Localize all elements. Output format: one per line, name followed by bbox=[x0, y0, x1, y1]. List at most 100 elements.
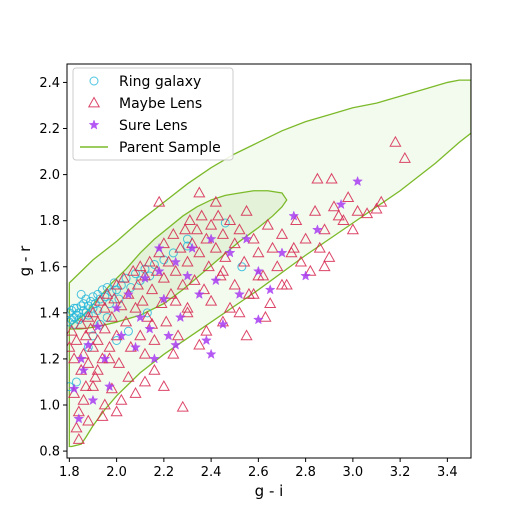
sure-lens-point bbox=[115, 330, 127, 341]
sure-lens-point bbox=[68, 383, 80, 394]
legend-label: Sure Lens bbox=[119, 118, 188, 134]
ring-galaxy-point bbox=[93, 306, 103, 316]
sure-lens-point bbox=[174, 311, 186, 323]
sure-lens-point bbox=[264, 284, 276, 295]
maybe-lens-point bbox=[299, 232, 312, 244]
maybe-lens-point bbox=[181, 301, 194, 313]
maybe-lens-point bbox=[108, 292, 121, 304]
maybe-lens-point bbox=[176, 278, 189, 290]
parent-contour-outer bbox=[68, 79, 471, 448]
maybe-lens-point bbox=[304, 264, 317, 276]
maybe-lens-point bbox=[247, 232, 260, 244]
x-tick-label: 2.4 bbox=[201, 465, 222, 480]
sure-lens-point bbox=[144, 323, 156, 334]
maybe-lens-point bbox=[332, 209, 345, 221]
sure-lens-point bbox=[210, 274, 222, 286]
maybe-lens-point bbox=[247, 287, 260, 299]
ring-galaxy-point bbox=[112, 285, 122, 295]
maybe-lens-point bbox=[96, 410, 109, 421]
plot-frame bbox=[66, 63, 472, 459]
maybe-lens-point bbox=[337, 214, 350, 226]
sure-lens-point bbox=[130, 341, 141, 353]
maybe-lens-point bbox=[101, 287, 114, 299]
maybe-lens-point bbox=[275, 227, 289, 239]
maybe-lens-point bbox=[197, 283, 211, 295]
ring-galaxy-point bbox=[88, 303, 98, 313]
maybe-lens-point bbox=[145, 283, 159, 295]
sure-lens-point bbox=[193, 288, 205, 300]
sure-lens-point bbox=[122, 288, 134, 300]
maybe-lens-point bbox=[342, 191, 355, 202]
maybe-lens-point bbox=[261, 218, 274, 230]
maybe-lens-point bbox=[129, 386, 142, 398]
maybe-lens-point bbox=[103, 340, 116, 352]
sure-lens-point bbox=[186, 242, 198, 253]
maybe-lens-point bbox=[183, 214, 196, 226]
maybe-lens-point bbox=[271, 260, 284, 272]
maybe-lens-point bbox=[157, 237, 170, 249]
maybe-lens-point bbox=[89, 370, 102, 382]
maybe-lens-point bbox=[117, 271, 130, 283]
maybe-lens-point bbox=[169, 294, 182, 306]
sure-lens-point bbox=[300, 270, 312, 281]
maybe-lens-point bbox=[171, 329, 185, 341]
sure-lens-point bbox=[153, 242, 165, 253]
maybe-lens-point bbox=[98, 322, 111, 334]
maybe-lens-point bbox=[148, 363, 161, 375]
maybe-lens-point bbox=[209, 195, 222, 207]
maybe-lens-point bbox=[67, 324, 78, 336]
maybe-lens-point bbox=[318, 223, 331, 235]
y-tick-label: 1.6 bbox=[39, 260, 60, 275]
legend-handle-ring-galaxy-point bbox=[89, 76, 99, 86]
maybe-lens-point bbox=[115, 393, 128, 405]
maybe-lens-point bbox=[346, 223, 359, 235]
sure-lens-point bbox=[217, 318, 229, 329]
ring-galaxy-point bbox=[67, 315, 77, 325]
y-tick-label: 1.4 bbox=[39, 306, 60, 321]
ring-galaxy-point bbox=[142, 308, 152, 318]
maybe-lens-point bbox=[212, 209, 225, 221]
maybe-lens-point bbox=[167, 347, 180, 359]
x-tick-label: 1.8 bbox=[59, 465, 80, 480]
ring-galaxy-point bbox=[123, 326, 133, 336]
maybe-lens-point bbox=[195, 209, 208, 221]
sure-lens-point bbox=[104, 380, 115, 392]
maybe-lens-point bbox=[313, 241, 326, 253]
sure-lens-point bbox=[311, 224, 323, 235]
maybe-lens-point bbox=[179, 223, 192, 235]
y-tick-label: 1.2 bbox=[39, 352, 60, 367]
ring-galaxy-point bbox=[126, 282, 136, 292]
ring-galaxy-point bbox=[69, 312, 79, 322]
maybe-lens-point bbox=[323, 251, 336, 262]
maybe-lens-point bbox=[181, 255, 194, 267]
maybe-lens-point bbox=[115, 299, 128, 311]
legend-handle-sure-lens-point bbox=[88, 119, 100, 130]
maybe-lens-point bbox=[138, 375, 152, 387]
maybe-lens-point bbox=[238, 255, 251, 267]
maybe-lens-point bbox=[311, 172, 324, 184]
maybe-lens-point bbox=[216, 227, 230, 239]
y-tick-label: 0.8 bbox=[39, 445, 60, 460]
x-tick-label: 3.0 bbox=[343, 465, 364, 480]
sure-lens-point bbox=[134, 311, 146, 323]
sure-lens-point bbox=[75, 353, 87, 364]
sure-lens-point bbox=[139, 272, 151, 283]
maybe-lens-point bbox=[275, 278, 289, 290]
ring-galaxy-point bbox=[237, 262, 247, 272]
maybe-lens-point bbox=[240, 204, 253, 216]
maybe-lens-point bbox=[181, 306, 194, 318]
sure-lens-point bbox=[158, 293, 170, 304]
ring-galaxy-point bbox=[79, 306, 89, 316]
maybe-lens-point bbox=[82, 414, 95, 426]
maybe-lens-point bbox=[228, 237, 241, 249]
maybe-lens-point bbox=[360, 207, 374, 219]
maybe-lens-point bbox=[82, 357, 95, 368]
sure-lens-point bbox=[82, 339, 94, 350]
maybe-lens-point bbox=[77, 393, 90, 405]
maybe-lens-point bbox=[79, 329, 92, 341]
maybe-lens-point bbox=[264, 297, 277, 308]
maybe-lens-point bbox=[91, 363, 104, 375]
sure-lens-point bbox=[335, 198, 347, 210]
maybe-lens-point bbox=[105, 310, 118, 322]
sure-lens-point bbox=[99, 353, 111, 364]
